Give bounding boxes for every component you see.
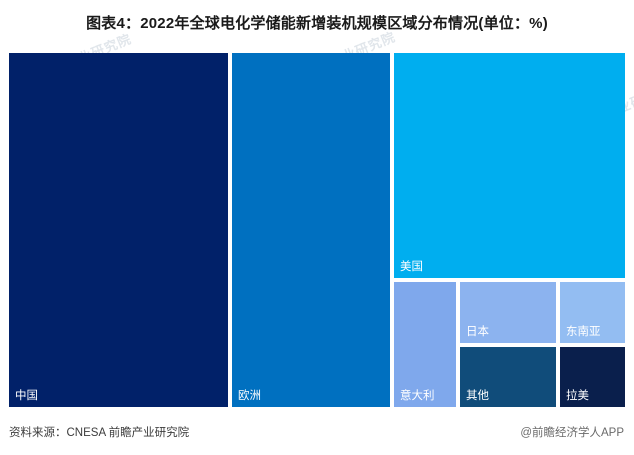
treemap-tile-label: 日本 xyxy=(466,326,489,338)
treemap-tile-china[interactable]: 中国 xyxy=(9,53,228,407)
treemap-tile-label: 东南亚 xyxy=(566,326,601,338)
treemap-tile-italy[interactable]: 意大利 xyxy=(394,282,456,407)
treemap-tile-europe[interactable]: 欧洲 xyxy=(232,53,390,407)
treemap-tile-label: 拉美 xyxy=(566,390,589,402)
treemap-tile-label: 其他 xyxy=(466,390,489,402)
treemap-tile-label: 美国 xyxy=(400,261,423,273)
treemap-tile-japan[interactable]: 日本 xyxy=(460,282,556,343)
treemap-tile-label: 意大利 xyxy=(400,390,435,402)
publisher-credit: @前瞻经济学人APP xyxy=(520,427,624,439)
source-note: 资料来源：CNESA 前瞻产业研究院 xyxy=(9,427,190,439)
treemap-tile-label: 中国 xyxy=(15,390,38,402)
footer: 资料来源：CNESA 前瞻产业研究院 @前瞻经济学人APP xyxy=(0,424,634,446)
page-title: 图表4：2022年全球电化学储能新增装机规模区域分布情况(单位：%) xyxy=(86,15,548,32)
treemap-tile-us[interactable]: 美国 xyxy=(394,53,625,278)
treemap-tile-other[interactable]: 其他 xyxy=(460,347,556,407)
treemap-tile-southeast-asia[interactable]: 东南亚 xyxy=(560,282,625,343)
treemap-tile-latin-america[interactable]: 拉美 xyxy=(560,347,625,407)
treemap-chart: 中国 欧洲 美国 意大利 日本 其他 东南亚 拉美 xyxy=(9,53,625,407)
treemap-tile-label: 欧洲 xyxy=(238,390,261,402)
